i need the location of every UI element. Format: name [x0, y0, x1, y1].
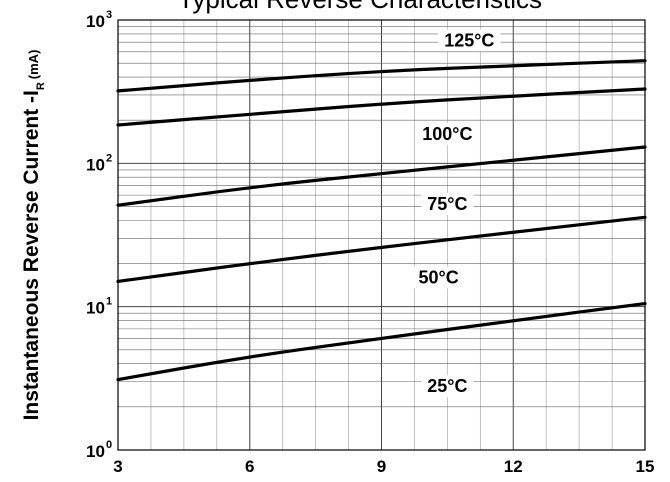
- y-tick-exponent: 0: [106, 439, 112, 451]
- series-label-background: [438, 29, 501, 52]
- y-axis-label-main: Instantaneous Reverse Current -I: [20, 90, 43, 420]
- series-lines: [116, 59, 647, 382]
- x-tick-label: 15: [636, 457, 655, 476]
- chart-title: Typical Reverse Characteristics: [178, 0, 542, 14]
- y-tick-exponent: 1: [106, 296, 112, 308]
- series-line-75c: [116, 145, 647, 207]
- x-tick-label: 12: [504, 457, 523, 476]
- y-tick-label: 10 2: [86, 152, 112, 174]
- series-label-25c: 25°C: [421, 374, 474, 397]
- series-label-50c: 50°C: [412, 266, 465, 289]
- series-label-text: 25°C: [427, 376, 467, 396]
- y-tick-base: 10: [86, 442, 105, 461]
- x-tick-label: 3: [113, 457, 122, 476]
- series-label-75c: 75°C: [421, 193, 474, 216]
- y-tick-label: 10 0: [86, 439, 112, 461]
- series-labels: 125°C 100°C 75°C 50°C 25°C: [412, 29, 501, 397]
- series-label-text: 125°C: [444, 30, 494, 50]
- series-line-100c: [116, 87, 647, 127]
- series-label-background: [421, 193, 474, 216]
- series-label-background: [416, 123, 479, 146]
- plot-frame: [117, 19, 646, 451]
- series-line-25c: [116, 302, 647, 382]
- x-tick-label: 6: [245, 457, 254, 476]
- series-label-background: [412, 266, 465, 289]
- y-axis-label: Instantaneous Reverse Current -IR (mA): [20, 50, 47, 421]
- y-tick-base: 10: [86, 155, 105, 174]
- y-tick-label: 10 3: [86, 9, 112, 31]
- y-axis-label-sub: R: [35, 82, 47, 90]
- y-axis-label-unit: (mA): [26, 50, 41, 80]
- series-label-text: 50°C: [418, 267, 458, 287]
- y-tick-base: 10: [86, 12, 105, 31]
- series-label-text: 100°C: [422, 124, 472, 144]
- y-tick-exponent: 2: [106, 152, 112, 164]
- y-tick-label: 10 1: [86, 296, 112, 318]
- series-label-100c: 100°C: [416, 123, 479, 146]
- series-label-125c: 125°C: [438, 29, 501, 52]
- y-tick-exponent: 3: [106, 9, 112, 21]
- y-tick-base: 10: [86, 299, 105, 318]
- series-line-50c: [116, 215, 647, 283]
- series-line-125c: [116, 59, 647, 93]
- series-label-text: 75°C: [427, 194, 467, 214]
- series-label-background: [421, 374, 474, 397]
- x-tick-label: 9: [377, 457, 386, 476]
